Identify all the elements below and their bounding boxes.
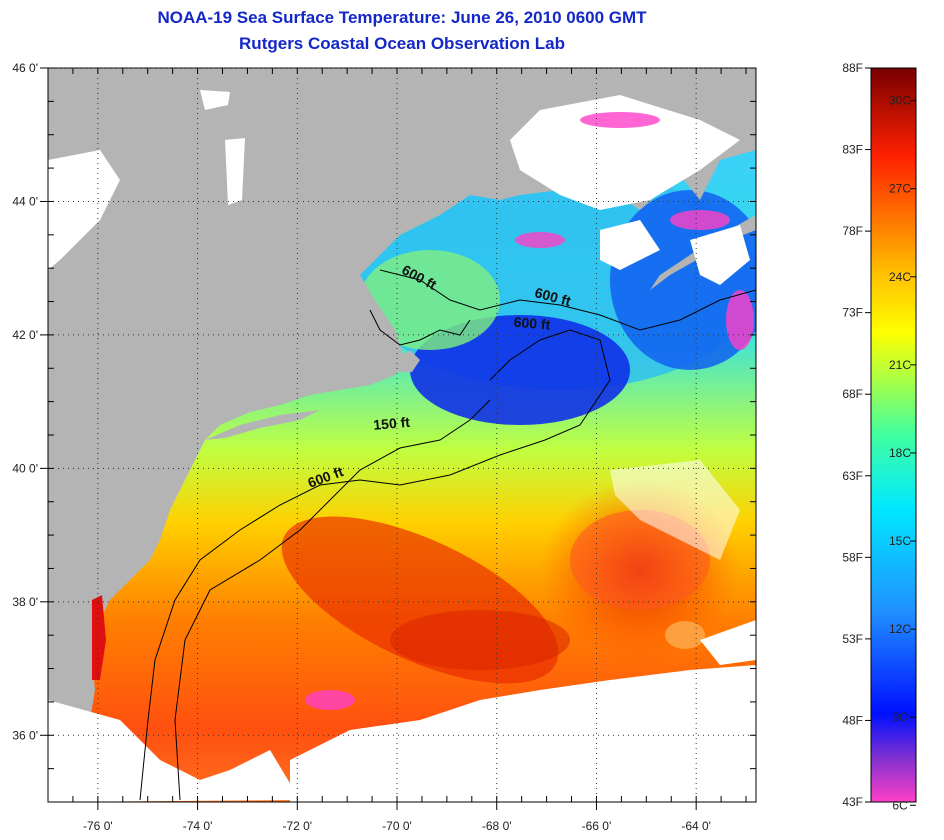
- gulf-stream-south: [390, 610, 570, 670]
- graticule: [48, 67, 756, 802]
- coastal-warm-water: [360, 250, 500, 350]
- colorbar-f-label: 73F: [842, 306, 863, 320]
- colorbar-f-label: 83F: [842, 143, 863, 157]
- contour-label: 600 ft: [513, 314, 551, 333]
- colorbar-c-label: 27C: [889, 182, 911, 196]
- lon-tick-label: -72 0': [282, 819, 312, 833]
- map-title: NOAA-19 Sea Surface Temperature: June 26…: [157, 8, 647, 27]
- chesapeake-warm-water: [92, 595, 106, 680]
- colorbar-f-label: 53F: [842, 632, 863, 646]
- colorbar: [870, 67, 917, 803]
- colorbar-f-label: 78F: [842, 224, 863, 238]
- lon-tick-label: -76 0': [83, 819, 113, 833]
- colorbar-c-label: 15C: [889, 534, 911, 548]
- colorbar-c-label: 21C: [889, 358, 911, 372]
- lat-tick-label: 46 0': [12, 61, 38, 75]
- cloud-cover: [48, 90, 756, 802]
- colorbar-c-label: 6C: [892, 798, 908, 812]
- lat-tick-label: 42 0': [12, 328, 38, 342]
- lon-tick-label: -66 0': [582, 819, 612, 833]
- colorbar-c-label: 9C: [892, 710, 908, 724]
- colorbar-c-label: 18C: [889, 446, 911, 460]
- lat-tick-label: 38 0': [12, 595, 38, 609]
- colorbar-f-label: 43F: [842, 795, 863, 809]
- lon-tick-label: -68 0': [482, 819, 512, 833]
- contour-600ft-main: [139, 329, 611, 801]
- map-subtitle: Rutgers Coastal Ocean Observation Lab: [239, 34, 565, 53]
- colorbar-c-label: 24C: [889, 270, 911, 284]
- small-eddy: [665, 621, 705, 649]
- colorbar-c-label: 30C: [889, 94, 911, 108]
- contour-600ft-gulf-maine: [379, 269, 756, 331]
- land-north-america: [48, 68, 756, 802]
- colorbar-f-label: 68F: [842, 387, 863, 401]
- land-long-island: [205, 410, 320, 440]
- bathymetry-contours: [139, 269, 756, 801]
- sst-imagery: [48, 68, 756, 802]
- colorbar-f-label: 58F: [842, 550, 863, 564]
- land-cape-cod: [395, 350, 420, 372]
- lat-tick-label: 44 0': [12, 194, 38, 208]
- colorbar-f-label: 48F: [842, 713, 863, 727]
- colorbar-f-label: 63F: [842, 469, 863, 483]
- contour-150ft: [174, 399, 491, 801]
- lon-tick-label: -64 0': [681, 819, 711, 833]
- contour-coastal: [369, 309, 471, 346]
- colorbar-c-label: 12C: [889, 622, 911, 636]
- colorbar-labels: 88F 83F 78F 73F 68F 63F 58F 53F 48F 43F 30C 27C 24C 2…: [842, 61, 916, 812]
- cloud-edge-artifacts: [305, 112, 754, 710]
- colorbar-f-label: 88F: [842, 61, 863, 75]
- contour-label: 150 ft: [373, 414, 411, 433]
- axis-ticks: -76 0' -74 0' -72 0' -70 0' -68 0' -66 0' -64 …: [12, 61, 756, 833]
- lon-tick-label: -74 0': [183, 819, 213, 833]
- lat-tick-label: 40 0': [12, 461, 38, 475]
- lon-tick-label: -70 0': [382, 819, 412, 833]
- lat-tick-label: 36 0': [12, 728, 38, 742]
